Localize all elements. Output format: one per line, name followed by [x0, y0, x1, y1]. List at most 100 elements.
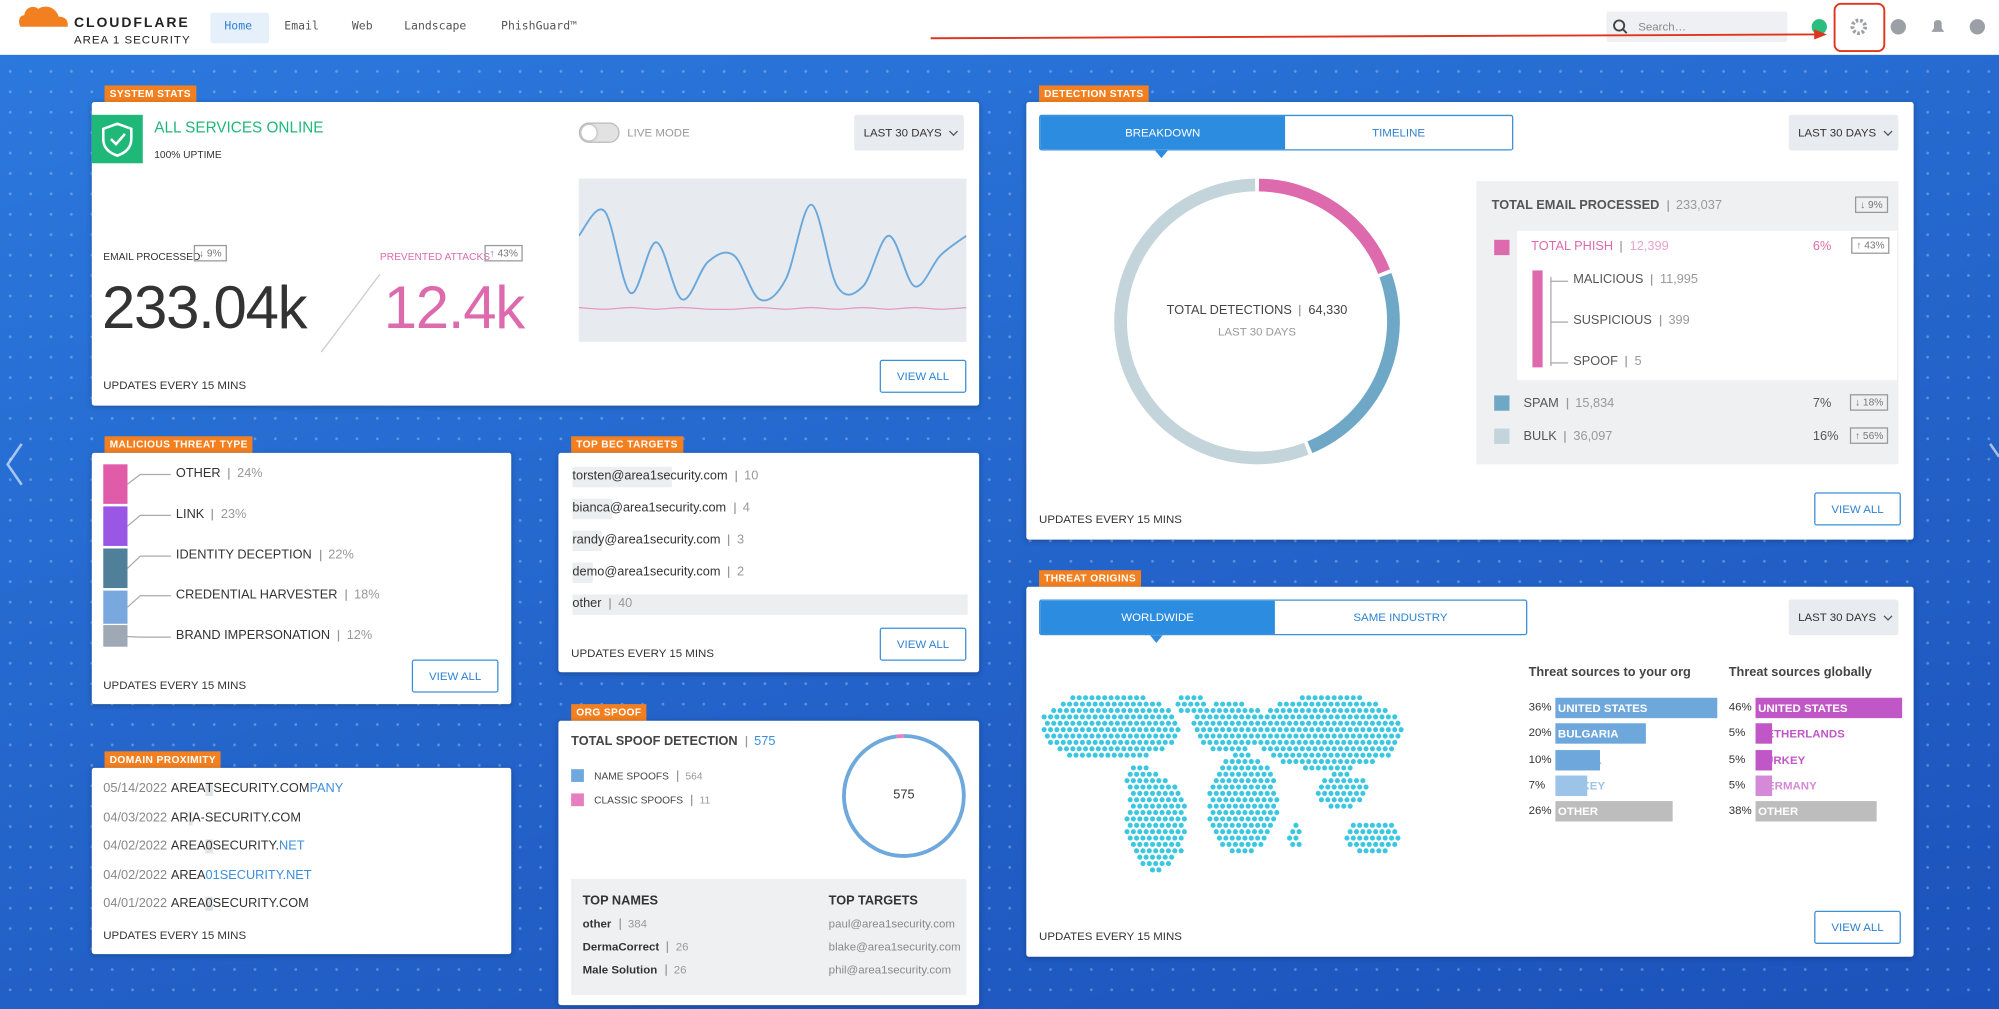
segment-share: 16%	[1812, 429, 1839, 444]
map-dot	[1239, 727, 1245, 733]
map-dot	[1216, 720, 1222, 726]
live-mode-toggle[interactable]	[578, 122, 620, 143]
text: 2	[737, 565, 745, 580]
map-dot	[1153, 720, 1159, 726]
map-dot	[1341, 790, 1347, 796]
nav-item[interactable]: Email	[284, 20, 319, 34]
map-dot	[1236, 746, 1242, 752]
map-dot	[1086, 714, 1092, 720]
map-dot	[1124, 778, 1130, 784]
map-dot	[1255, 771, 1261, 777]
map-dot	[1191, 695, 1197, 701]
nav-item[interactable]: Landscape	[404, 20, 467, 34]
map-dot	[1248, 810, 1254, 816]
map-dot	[1239, 816, 1245, 822]
map-dot	[1156, 867, 1162, 873]
map-dot	[1216, 797, 1222, 803]
map-dot	[1277, 714, 1283, 720]
map-dot	[1213, 803, 1219, 809]
map-dot	[1251, 829, 1258, 835]
map-dot	[1051, 720, 1057, 726]
map-dot	[1239, 778, 1245, 784]
share-label: 7%	[1528, 777, 1546, 791]
map-dot	[1344, 695, 1350, 701]
nav-item[interactable]: PhishGuard™	[501, 20, 578, 34]
map-dot	[1216, 746, 1222, 752]
map-dot	[1382, 848, 1388, 854]
tab[interactable]: SAME INDUSTRY	[1353, 611, 1448, 624]
map-dot	[1105, 714, 1111, 720]
map-dot	[1095, 733, 1101, 739]
map-dot	[1213, 790, 1219, 796]
count-bar	[572, 530, 603, 552]
map-dot	[1379, 727, 1385, 733]
map-dot	[1392, 739, 1398, 745]
tab-active[interactable]: BREAKDOWN	[1040, 116, 1286, 150]
map-dot	[1169, 816, 1175, 822]
map-dot	[1363, 746, 1369, 752]
map-dot	[1079, 714, 1085, 720]
map-dot	[1054, 714, 1060, 720]
map-dot	[1331, 797, 1337, 803]
map-dot	[1127, 707, 1133, 714]
text: 0	[205, 839, 213, 854]
top-targets-title: TOP TARGETS	[828, 894, 918, 909]
threat-origins-card: WORLDWIDE SAME INDUSTRY LAST 30 DAYS Threat…	[1026, 586, 1914, 957]
map-dot	[1258, 790, 1264, 796]
map-dot	[1165, 733, 1171, 739]
map-dot	[1162, 727, 1168, 733]
tab[interactable]: TIMELINE	[1372, 126, 1426, 140]
map-dot	[1347, 841, 1353, 847]
map-dot	[1216, 707, 1222, 714]
map-dot	[1226, 790, 1232, 796]
map-dot	[1271, 739, 1277, 745]
view-all-button[interactable]: VIEW ALL	[1814, 910, 1901, 944]
map-dot	[1121, 695, 1127, 701]
map-dot	[1341, 778, 1347, 784]
map-dot	[1216, 784, 1222, 790]
date-range-dropdown[interactable]: LAST 30 DAYS	[1788, 114, 1899, 151]
tab-active[interactable]: WORLDWIDE	[1040, 600, 1275, 634]
map-dot	[1114, 695, 1120, 701]
map-dot	[1322, 765, 1328, 771]
date-range-dropdown[interactable]: LAST 30 DAYS	[1788, 599, 1899, 636]
country-label: OTHER	[1557, 805, 1599, 818]
view-all-button[interactable]: VIEW ALL	[1814, 492, 1901, 526]
text: OTHER	[175, 466, 221, 481]
map-dot	[1350, 695, 1356, 701]
map-dot	[1226, 727, 1232, 733]
map-dot	[1258, 727, 1264, 733]
map-dot	[1267, 746, 1273, 752]
nav-item[interactable]: Home	[224, 20, 253, 34]
search-box[interactable]: Search…	[1606, 11, 1788, 43]
map-dot	[1271, 816, 1277, 822]
view-all-button[interactable]: VIEW ALL	[411, 659, 499, 693]
map-dot	[1229, 733, 1235, 739]
map-dot	[1267, 822, 1273, 828]
map-dot	[1229, 797, 1235, 803]
text: SECURITY.COM	[213, 781, 310, 796]
date-range-dropdown[interactable]: LAST 30 DAYS	[854, 114, 964, 151]
map-dot	[1251, 816, 1258, 822]
map-dot	[1306, 720, 1312, 726]
map-dot	[1114, 720, 1120, 726]
prevented-label: PREVENTED ATTACKS	[379, 251, 491, 263]
map-dot	[1242, 797, 1248, 803]
map-dot	[1334, 778, 1340, 784]
separator	[1651, 274, 1653, 286]
view-all-button[interactable]: VIEW ALL	[879, 359, 967, 393]
brand-name: CLOUDFLARE	[73, 15, 190, 31]
map-dot	[1204, 733, 1210, 739]
nav-item[interactable]: Web	[351, 20, 373, 34]
text: AREA	[170, 896, 206, 911]
map-dot	[1258, 803, 1264, 809]
map-dot	[1159, 822, 1165, 828]
map-dot	[1220, 829, 1226, 835]
map-dot	[1220, 701, 1226, 707]
view-all-button[interactable]: VIEW ALL	[879, 627, 967, 661]
map-dot	[1089, 733, 1095, 739]
map-dot	[1258, 714, 1264, 720]
map-dot	[1153, 746, 1159, 752]
map-dot	[1376, 707, 1382, 714]
map-dot	[1089, 720, 1095, 726]
